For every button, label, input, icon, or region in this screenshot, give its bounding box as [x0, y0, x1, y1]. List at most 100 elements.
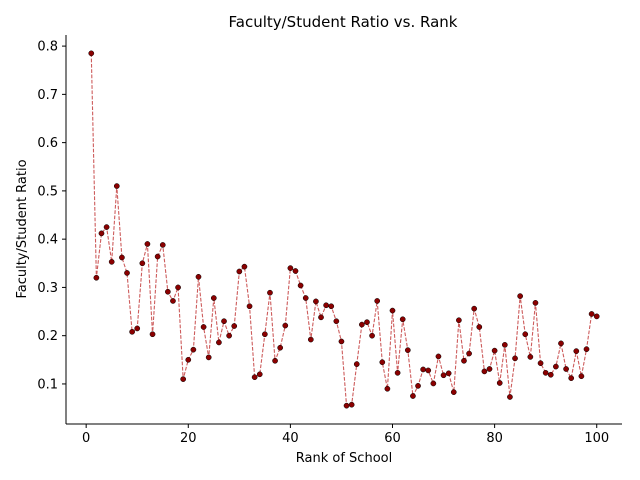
data-point [154, 253, 161, 260]
data-point [481, 368, 488, 375]
data-point [568, 375, 575, 381]
data-point [476, 324, 483, 330]
data-point [267, 289, 273, 296]
y-tick-label: 0.7 [37, 88, 58, 103]
data-point [216, 339, 222, 346]
data-point [588, 311, 595, 317]
y-tick-label: 0.6 [37, 136, 58, 151]
data-point [593, 313, 600, 320]
data-point [425, 367, 432, 374]
data-point [578, 373, 585, 380]
data-point [149, 331, 156, 338]
data-point [410, 393, 416, 399]
data-point [231, 323, 238, 329]
data-point [124, 270, 130, 276]
data-point [98, 230, 105, 237]
data-point [491, 347, 498, 354]
data-point [165, 288, 171, 295]
data-point [103, 224, 110, 230]
data-point [532, 300, 539, 306]
data-point [563, 366, 569, 372]
data-point [522, 331, 529, 338]
data-point [583, 346, 590, 353]
chart-title: Faculty/Student Ratio vs. Rank [229, 13, 458, 31]
data-point [333, 318, 340, 325]
data-point [297, 282, 304, 289]
data-point [547, 371, 554, 378]
data-point [507, 394, 513, 400]
y-tick-label: 0.1 [37, 377, 58, 392]
data-point [159, 242, 166, 248]
plot-series [88, 50, 600, 409]
data-point [537, 360, 544, 367]
x-tick-label: 20 [180, 431, 197, 446]
data-point [190, 346, 197, 353]
data-point [180, 376, 187, 382]
data-point [501, 342, 508, 348]
data-point [287, 265, 294, 271]
x-tick-label: 40 [282, 431, 299, 446]
data-point [236, 268, 243, 275]
data-point [369, 332, 375, 339]
y-tick-label: 0.4 [37, 233, 58, 248]
data-point [205, 354, 212, 361]
data-point [119, 254, 125, 261]
data-point [323, 302, 329, 309]
data-point [302, 295, 309, 301]
data-point [573, 348, 580, 354]
data-point [558, 340, 564, 347]
data-point [379, 359, 386, 366]
data-point [384, 385, 391, 392]
data-point [185, 356, 192, 363]
data-point [553, 363, 559, 370]
data-point [353, 361, 360, 367]
data-point [108, 258, 115, 265]
x-axis-label: Rank of School [296, 451, 392, 466]
data-point [445, 370, 452, 377]
data-point [420, 366, 426, 373]
y-ticks: 0.1 0.2 0.3 0.4 0.5 0.6 0.7 0.8 [37, 40, 66, 392]
data-point [139, 260, 146, 267]
data-point [415, 383, 421, 389]
data-point [399, 316, 406, 323]
data-point [113, 183, 120, 189]
data-point [440, 372, 447, 379]
data-point [338, 338, 345, 345]
data-point [175, 284, 181, 291]
data-point [343, 402, 350, 409]
data-point [328, 303, 335, 310]
x-ticks: 0 20 40 60 80 100 [82, 424, 609, 446]
data-point [348, 401, 355, 408]
data-point [277, 344, 284, 351]
data-point [93, 274, 100, 281]
data-point [226, 332, 232, 339]
y-tick-label: 0.8 [37, 40, 58, 55]
data-point [262, 331, 268, 338]
data-point [471, 305, 478, 312]
data-point [272, 357, 278, 364]
x-tick-label: 0 [82, 431, 90, 446]
data-point [210, 295, 217, 301]
data-point [456, 317, 462, 324]
data-point [251, 374, 258, 381]
data-point [496, 380, 503, 386]
x-tick-label: 60 [384, 431, 401, 446]
data-point [527, 354, 534, 360]
data-point [246, 303, 253, 310]
data-point [313, 298, 319, 305]
x-tick-label: 100 [584, 431, 609, 446]
data-point [435, 353, 442, 360]
data-point [359, 321, 365, 328]
y-tick-label: 0.3 [37, 281, 58, 296]
data-point [517, 293, 523, 299]
data-point [256, 371, 263, 378]
data-point [170, 298, 176, 304]
data-point [461, 357, 467, 364]
data-point [394, 369, 401, 376]
data-point [195, 273, 202, 280]
data-point [404, 347, 411, 354]
data-point [307, 336, 314, 343]
data-point [282, 322, 289, 329]
data-point [374, 298, 381, 304]
